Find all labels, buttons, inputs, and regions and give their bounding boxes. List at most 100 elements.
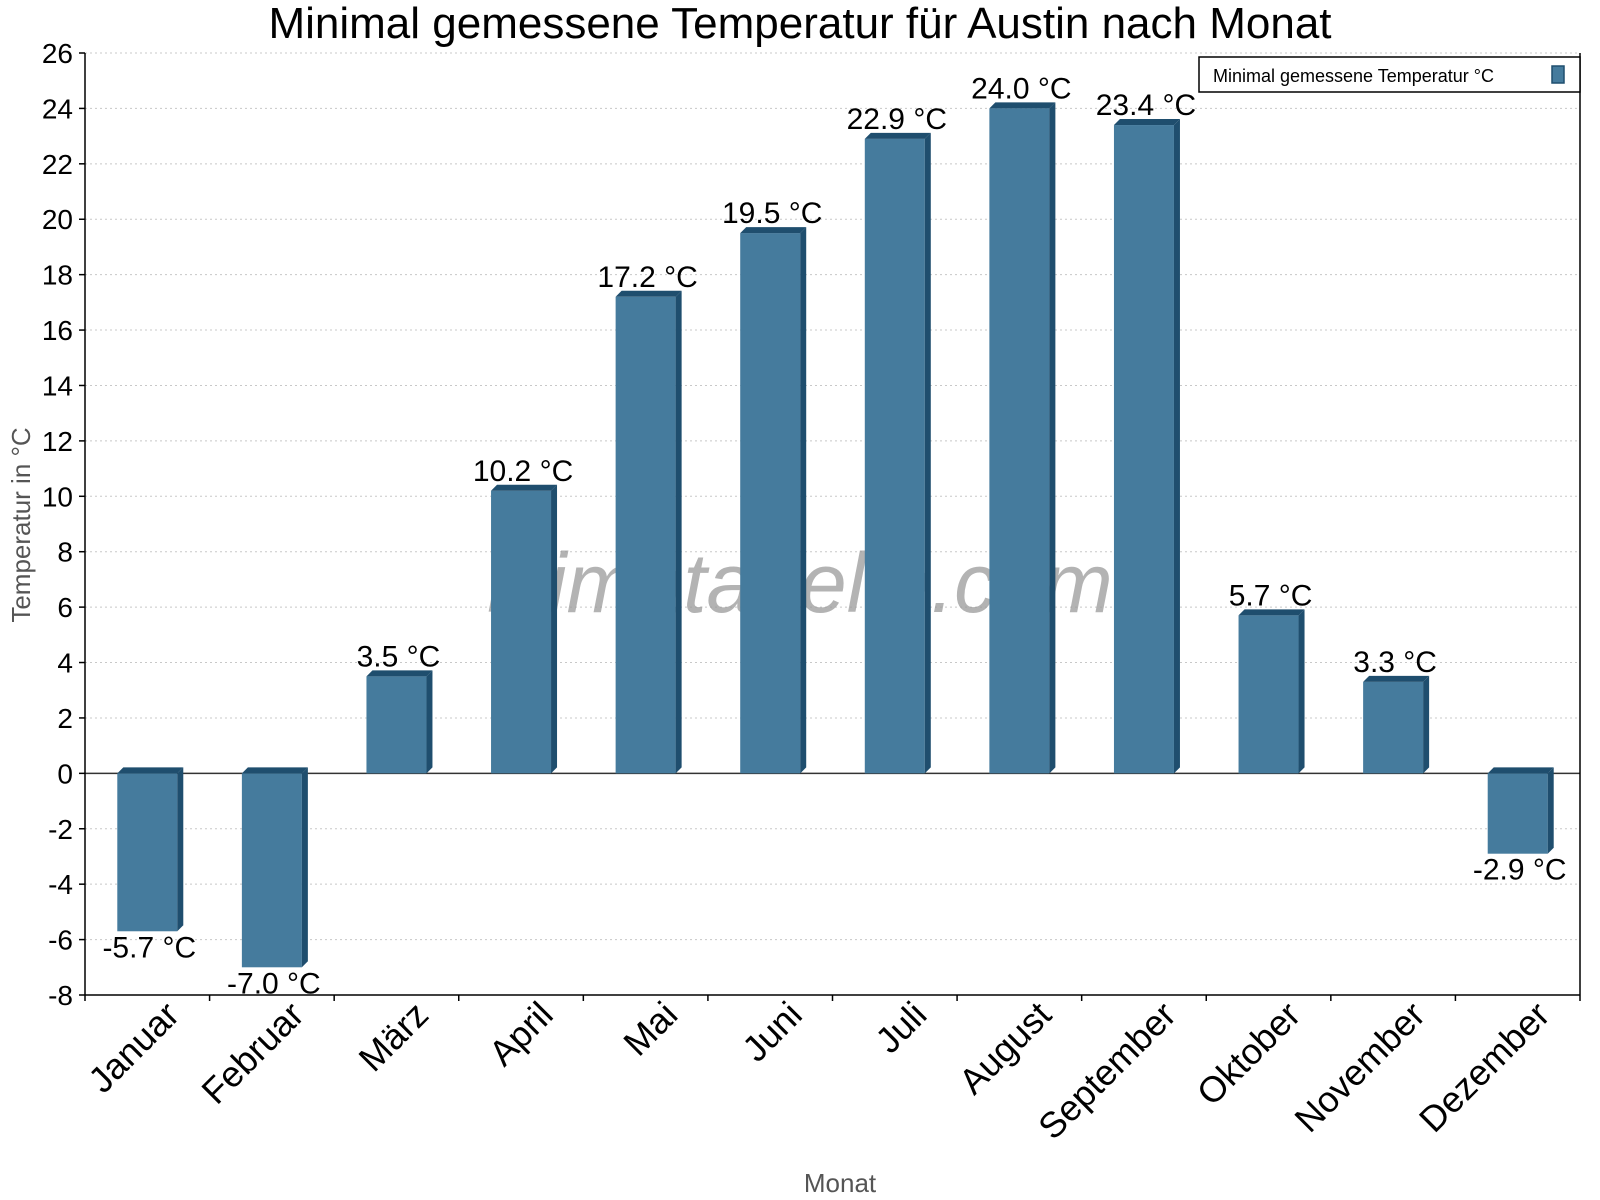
bar-side [1423, 675, 1430, 774]
bar-top [1487, 767, 1554, 774]
y-tick-label: -4 [48, 869, 73, 900]
bar-11 [1363, 675, 1430, 774]
bar-side [426, 670, 433, 774]
y-tick-label: 8 [57, 537, 73, 568]
y-tick-label: 24 [42, 93, 73, 124]
bar-front [1487, 773, 1548, 854]
bar-front [740, 233, 801, 774]
x-tick-label: Mai [615, 994, 685, 1064]
bar-top [864, 132, 931, 139]
bar-2 [241, 767, 308, 968]
bar-front [366, 676, 427, 774]
bar-front [117, 773, 178, 932]
x-tick-label: Juni [734, 994, 810, 1070]
y-tick-label: 18 [42, 260, 73, 291]
y-tick-label: 20 [42, 204, 73, 235]
x-axis: Januar Februar März April Mai Juni Juli AugustS… [80, 994, 1581, 1148]
legend-box [1198, 56, 1581, 93]
bar-value-label: -2.9 °C [1473, 854, 1567, 887]
bar-front [864, 138, 925, 774]
bar-10 [1238, 609, 1305, 774]
legend: Minimal gemessene Temperatur °C [1198, 56, 1581, 93]
y-tick-label: 0 [57, 758, 73, 789]
bar-top [117, 767, 184, 774]
chart-title: Minimal gemessene Temperatur für Austin … [268, 0, 1331, 48]
y-tick-label: -2 [48, 814, 73, 845]
bar-front [491, 490, 552, 774]
y-axis-label: Temperatur in °C [6, 427, 36, 622]
bar-side [924, 132, 931, 774]
legend-swatch [1551, 65, 1565, 84]
bar-value-label: 17.2 °C [597, 261, 697, 294]
bar-value-label: 5.7 °C [1229, 579, 1313, 612]
y-tick-label: 26 [42, 38, 73, 69]
y-tick-label: 22 [42, 149, 73, 180]
bar-value-label: 23.4 °C [1096, 89, 1196, 122]
bar-front [1113, 125, 1174, 774]
x-tick-label: Februar [193, 994, 311, 1112]
bars [117, 102, 1554, 968]
bar-value-label: -5.7 °C [102, 931, 196, 964]
x-tick-label: September [1030, 994, 1184, 1148]
y-tick-label: 4 [57, 648, 73, 679]
bar-top [241, 767, 308, 774]
bar-side [1173, 119, 1180, 774]
x-tick-label: Oktober [1189, 994, 1309, 1114]
bar-side [800, 227, 807, 774]
bar-5 [615, 290, 682, 774]
bar-side [551, 484, 558, 774]
grid-lines [85, 52, 1580, 996]
bar-top [1238, 609, 1305, 616]
y-tick-label: 16 [42, 315, 73, 346]
bar-value-label: -7.0 °C [227, 967, 321, 1000]
bar-side [1298, 609, 1305, 774]
y-tick-label: 12 [42, 426, 73, 457]
y-tick-label: 2 [57, 703, 73, 734]
x-tick-label: Juli [867, 994, 934, 1061]
bar-side [301, 767, 308, 968]
x-tick-label: Januar [80, 994, 187, 1101]
bar-front [241, 773, 302, 968]
bar-top [1363, 675, 1430, 682]
bar-1 [117, 767, 184, 932]
bar-value-label: 3.3 °C [1353, 646, 1437, 679]
bar-labels: -5.7 °C -7.0 °C 3.5 °C 10.2 °C 17.2 °C 19.5 °… [102, 72, 1566, 1000]
bar-4 [491, 484, 558, 774]
bar-side [177, 767, 184, 932]
bar-7 [864, 132, 931, 774]
bar-value-label: 22.9 °C [847, 103, 947, 136]
x-tick-label: März [351, 994, 437, 1080]
bar-top [366, 670, 433, 677]
bar-3 [366, 670, 433, 774]
bar-value-label: 3.5 °C [357, 640, 441, 673]
bar-value-label: 10.2 °C [473, 455, 573, 488]
x-tick-label: Dezember [1411, 994, 1557, 1140]
bar-top [740, 227, 807, 234]
bar-top [491, 484, 558, 491]
bar-front [615, 296, 676, 774]
bar-6 [740, 227, 807, 774]
bar-value-label: 19.5 °C [722, 197, 822, 230]
legend-text: Minimal gemessene Temperatur °C [1213, 66, 1494, 86]
y-tick-label: -6 [48, 925, 73, 956]
bar-top [615, 290, 682, 297]
bar-value-label: 24.0 °C [971, 72, 1071, 105]
y-tick-label: 14 [42, 370, 73, 401]
bar-top [989, 102, 1056, 109]
bar-top [1113, 119, 1180, 126]
bar-8 [989, 102, 1056, 774]
bar-front [989, 108, 1050, 774]
y-tick-label: -8 [48, 980, 73, 1011]
bar-12 [1487, 767, 1554, 854]
x-axis-label: Monat [804, 1168, 877, 1198]
bar-front [1363, 681, 1424, 774]
x-tick-label: April [481, 994, 561, 1074]
bar-side [675, 290, 682, 774]
bar-9 [1113, 119, 1180, 774]
x-tick-label: November [1286, 994, 1432, 1140]
y-tick-label: 6 [57, 592, 73, 623]
bar-front [1238, 615, 1299, 774]
bar-side [1049, 102, 1056, 774]
